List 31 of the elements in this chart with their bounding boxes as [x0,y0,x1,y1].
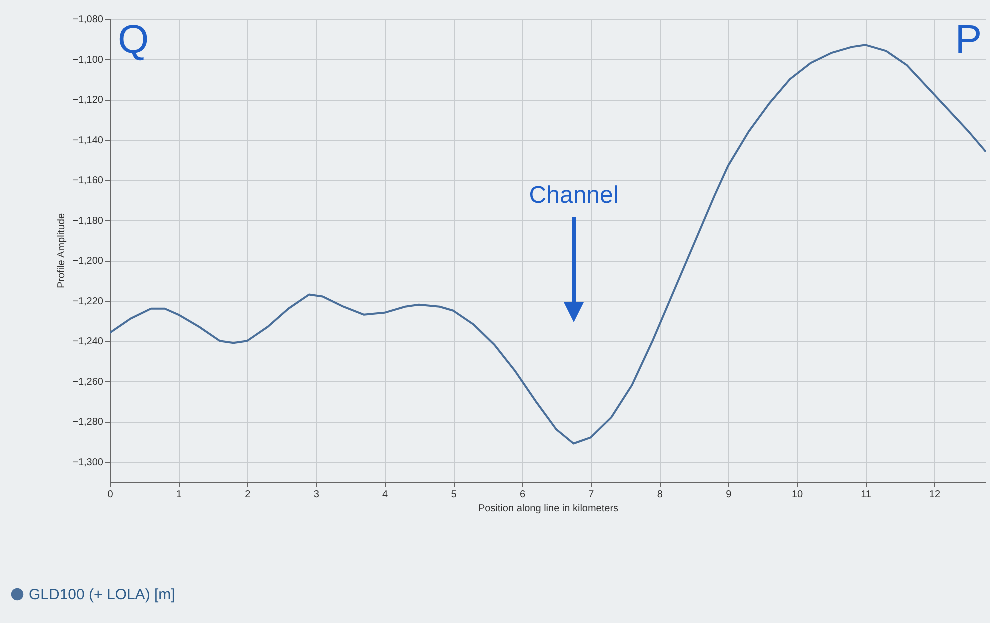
x-tick-label: 10 [792,490,804,500]
y-tick-label: −1,280 [72,417,104,428]
x-tick-label: 2 [245,490,252,500]
x-tick-label: 8 [657,490,664,500]
y-axis-title: Profile Amplitude [56,213,68,289]
x-tick-label: 6 [520,490,526,500]
y-tick-label: −1,260 [72,376,104,388]
y-tick-label: −1,180 [72,216,104,227]
annotation: Channel [529,182,619,209]
y-tick-label: −1,140 [72,135,104,146]
y-tick-label: −1,240 [72,336,104,348]
x-tick-label: 4 [382,490,389,500]
x-tick-label: 5 [451,490,458,500]
x-axis-title: Position along line in kilometers [478,504,619,514]
x-tick-label: 0 [108,490,114,500]
y-tick-label: −1,220 [72,296,104,308]
x-tick-label: 11 [861,490,872,500]
y-tick-label: −1,160 [72,176,104,187]
y-tick-label: −1,080 [72,14,104,26]
annotation: P [955,18,982,62]
x-tick-label: 12 [929,490,941,500]
y-tick-label: −1,300 [72,457,104,468]
y-tick-label: −1,200 [72,256,104,268]
x-tick-label: 7 [588,490,595,500]
x-tick-label: 1 [176,490,182,500]
x-tick-label: 3 [314,490,320,500]
legend-label: GLD100 (+ LOLA) [m] [29,586,176,604]
y-tick-label: −1,120 [72,95,104,106]
x-tick-label: 9 [726,490,732,500]
y-tick-label: −1,100 [72,54,104,66]
annotation: Q [118,18,150,62]
